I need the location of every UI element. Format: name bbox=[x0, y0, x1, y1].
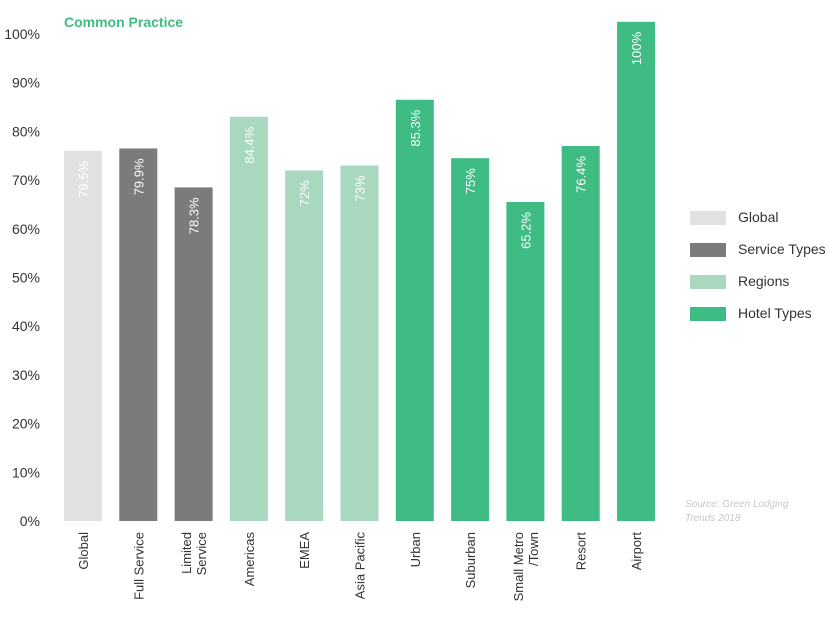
value-label-americas: 84.4% bbox=[242, 126, 257, 163]
value-label-small-metro-town: 65.2% bbox=[518, 212, 533, 249]
y-tick-label: 0% bbox=[20, 513, 40, 529]
legend-swatch-service-types bbox=[690, 243, 726, 257]
x-tick-label-line: Limited bbox=[179, 532, 194, 574]
x-tick-label-full-service: Full Service bbox=[131, 532, 146, 600]
legend-item-service-types: Service Types bbox=[690, 240, 828, 260]
x-tick-label-resort: Resort bbox=[574, 532, 589, 571]
chart-title: Common Practice bbox=[64, 14, 184, 30]
x-tick-label-line: Global bbox=[76, 532, 91, 570]
y-tick-label: 50% bbox=[12, 270, 40, 286]
source-line-2: Trends 2018 bbox=[685, 513, 741, 524]
bar-small-metro-town bbox=[506, 202, 545, 521]
value-label-urban: 85.3% bbox=[408, 109, 423, 146]
y-tick-label: 20% bbox=[12, 416, 40, 432]
x-tick-label-line: Small Metro bbox=[511, 532, 526, 601]
y-tick-label: 90% bbox=[12, 75, 40, 91]
source-line-1: Source: Green Lodging bbox=[685, 499, 789, 510]
y-tick-label: 80% bbox=[12, 123, 40, 139]
legend-item-global: Global bbox=[690, 208, 828, 228]
x-tick-label-airport: Airport bbox=[629, 532, 644, 571]
x-tick-label-asia-pacific: Asia Pacific bbox=[353, 532, 368, 600]
bar-asia-pacific bbox=[340, 165, 379, 522]
value-label-airport: 100% bbox=[629, 31, 644, 65]
x-tick-label-suburban: Suburban bbox=[463, 532, 478, 588]
x-tick-label-line: Urban bbox=[408, 532, 423, 567]
legend-label-service-types: Service Types bbox=[738, 241, 826, 257]
bars: 79.5% 79.9% 78.3% 84.4% 72% 73% 85.3% 75% 65.2% 7… bbox=[64, 21, 655, 522]
x-tick-label-line: Resort bbox=[574, 532, 589, 571]
x-tick-label-limited-service: Limited Service bbox=[179, 532, 209, 575]
bar-airport bbox=[617, 21, 655, 521]
legend-swatch-global bbox=[690, 211, 726, 225]
legend-item-regions: Regions bbox=[690, 272, 828, 292]
legend-label-regions: Regions bbox=[738, 273, 790, 289]
x-tick-label-line: Airport bbox=[629, 532, 644, 571]
legend-item-hotel-types: Hotel Types bbox=[690, 304, 828, 324]
x-tick-label-line: Americas bbox=[242, 532, 257, 587]
x-tick-label-line: Service bbox=[194, 532, 209, 575]
value-label-full-service: 79.9% bbox=[131, 158, 146, 195]
bar-global bbox=[64, 150, 102, 521]
x-tick-label-line: Asia Pacific bbox=[353, 532, 368, 600]
value-label-asia-pacific: 73% bbox=[353, 175, 368, 201]
bar-limited-service bbox=[174, 187, 213, 521]
x-tick-label-line: /Town bbox=[526, 532, 541, 566]
legend-label-hotel-types: Hotel Types bbox=[738, 305, 812, 321]
bar-resort bbox=[561, 146, 600, 521]
x-tick-label-line: EMEA bbox=[297, 532, 312, 569]
x-tick-label-line: Suburban bbox=[463, 532, 478, 588]
bar-americas bbox=[229, 116, 268, 521]
bar-suburban bbox=[451, 158, 490, 521]
x-axis: Global Full Service Limited Service Americas… bbox=[76, 532, 644, 602]
y-tick-label: 60% bbox=[12, 221, 40, 237]
legend-label-global: Global bbox=[738, 209, 779, 225]
legend-swatch-hotel-types bbox=[690, 307, 726, 321]
x-tick-label-americas: Americas bbox=[242, 532, 257, 587]
x-tick-label-urban: Urban bbox=[408, 532, 423, 567]
y-tick-label: 30% bbox=[12, 367, 40, 383]
x-tick-label-line: Full Service bbox=[131, 532, 146, 600]
value-label-limited-service: 78.3% bbox=[187, 197, 202, 234]
value-label-suburban: 75% bbox=[463, 168, 478, 194]
legend-swatch-regions bbox=[690, 275, 726, 289]
value-label-resort: 76.4% bbox=[574, 156, 589, 193]
y-axis: 0% 10% 20% 30% 40% 50% 60% 70% 80% 90% 100% bbox=[4, 26, 40, 529]
y-tick-label: 70% bbox=[12, 172, 40, 188]
x-tick-label-global: Global bbox=[76, 532, 91, 570]
y-tick-label: 10% bbox=[12, 464, 40, 480]
source-note: Source: Green Lodging Trends 2018 bbox=[685, 498, 805, 526]
bar-full-service bbox=[119, 148, 158, 521]
value-label-emea: 72% bbox=[297, 180, 312, 206]
bar-urban bbox=[395, 99, 434, 522]
value-label-global: 79.5% bbox=[76, 160, 91, 197]
y-tick-label: 40% bbox=[12, 318, 40, 334]
bar-emea bbox=[285, 170, 324, 522]
x-tick-label-emea: EMEA bbox=[297, 532, 312, 569]
y-tick-label: 100% bbox=[4, 26, 40, 42]
x-tick-label-small-metro-town: Small Metro/Town bbox=[511, 532, 541, 601]
